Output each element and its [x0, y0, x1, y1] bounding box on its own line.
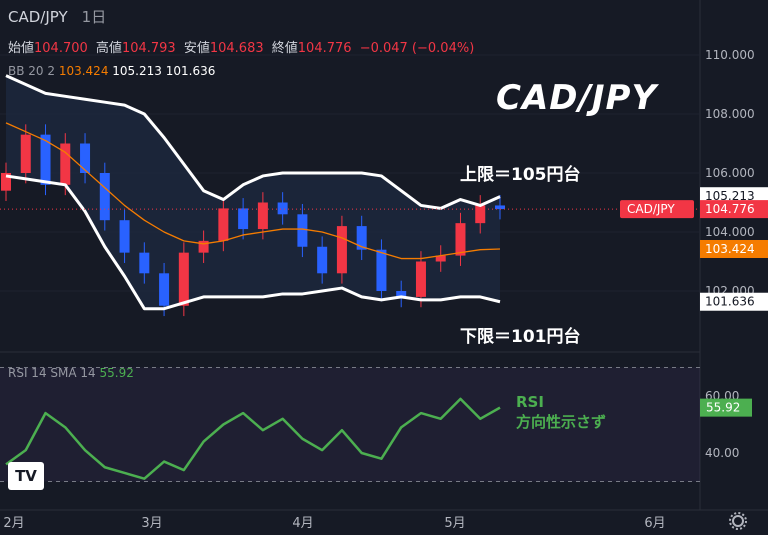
- candle-body: [218, 208, 229, 241]
- bb-middle-value: 103.424: [58, 64, 109, 78]
- price-tick-label: 106.000: [705, 166, 755, 180]
- candle-body: [40, 134, 51, 185]
- rsi-annotation: RSI 方向性示さず: [516, 392, 606, 432]
- symbol-name[interactable]: CAD/JPY: [8, 8, 68, 26]
- settings-gear-icon[interactable]: [729, 512, 747, 530]
- low-value: 104.683: [209, 41, 264, 56]
- symbol-price-tag: CAD/JPY: [627, 202, 675, 216]
- price-tick-label: 104.000: [705, 225, 755, 239]
- close-value: 104.776: [297, 41, 352, 56]
- gear-ring: [732, 515, 744, 527]
- middle-band-price-label-bg: [700, 239, 768, 258]
- rsi-line: [5, 397, 501, 480]
- bb-upper-value: 105.213: [112, 64, 162, 78]
- open-value: 104.700: [34, 41, 88, 56]
- candle-body: [396, 291, 407, 297]
- rsi-value-label: 55.92: [706, 401, 740, 415]
- candle-body: [80, 143, 91, 173]
- lower-band-price-label: 101.636: [705, 295, 755, 309]
- low-label: 安値: [183, 41, 210, 56]
- candle-body: [336, 226, 347, 274]
- lower-band-annotation: 下限＝101円台: [460, 327, 581, 347]
- candle-body: [356, 226, 367, 250]
- time-tick-label: 2月: [3, 516, 24, 531]
- candle-body: [435, 255, 446, 262]
- candle-body: [495, 205, 505, 210]
- upper-band-price-label: 105.213: [705, 189, 755, 203]
- gear-teeth: [729, 512, 747, 530]
- candle-body: [20, 134, 31, 173]
- ohlc-legend: 始値104.700 高値104.793 安値104.683 終値104.776 …: [8, 37, 478, 56]
- lower-band-price-label-bg: [700, 292, 768, 311]
- time-tick-label: 5月: [444, 516, 465, 531]
- bb-legend[interactable]: BB 20 2 103.424 105.213 101.636: [8, 64, 215, 78]
- bollinger-lower-line: [5, 174, 501, 311]
- bb-lower-value: 101.636: [165, 64, 216, 78]
- close-label: 終値: [271, 41, 298, 56]
- candle-body: [277, 202, 288, 215]
- rsi-value-label-bg: [700, 398, 752, 417]
- upper-band-annotation: 上限＝105円台: [460, 165, 581, 185]
- interval-label[interactable]: 1日: [81, 8, 107, 26]
- high-label: 高値: [95, 41, 122, 56]
- symbol-watermark: CAD/JPY: [496, 78, 658, 118]
- rsi-annotation-line1: RSI: [516, 393, 544, 411]
- candle-body: [317, 246, 328, 274]
- last-price-label-bg: [700, 200, 768, 219]
- rsi-legend[interactable]: RSI 14 SMA 14 55.92: [8, 366, 134, 380]
- symbol-header[interactable]: CAD/JPY 1日: [8, 6, 120, 27]
- tradingview-logo[interactable]: TV: [8, 462, 44, 490]
- candle-body: [178, 252, 189, 306]
- time-tick-label: 3月: [141, 516, 162, 531]
- bollinger-middle-line: [5, 122, 501, 260]
- change-value: −0.047 (−0.04%): [359, 41, 475, 56]
- candle-body: [257, 202, 268, 230]
- candle-body: [238, 208, 249, 230]
- candle-body: [415, 261, 426, 297]
- rsi-legend-value: 55.92: [99, 366, 134, 380]
- price-tick-label: 112.000: [705, 0, 755, 3]
- candle-body: [376, 249, 387, 291]
- candle-body: [99, 173, 110, 221]
- candle-body: [455, 223, 466, 256]
- candle-body: [297, 214, 308, 247]
- candle-body: [475, 205, 486, 224]
- candle-body: [1, 173, 11, 191]
- rsi-annotation-line2: 方向性示さず: [516, 413, 607, 431]
- price-tick-label: 108.000: [705, 107, 755, 121]
- high-value: 104.793: [121, 41, 176, 56]
- rsi-zone-fill: [0, 367, 700, 482]
- rsi-tick-label: 40.00: [705, 446, 739, 460]
- candle-body: [60, 143, 71, 185]
- time-tick-label: 4月: [292, 516, 313, 531]
- bollinger-upper-line: [5, 74, 501, 210]
- candle-body: [159, 273, 170, 306]
- rsi-name: RSI 14 SMA 14: [8, 366, 96, 380]
- time-tick-label: 6月: [644, 516, 665, 531]
- candle-body: [139, 252, 150, 274]
- candle-body: [198, 240, 209, 253]
- last-price-label: 104.776: [705, 202, 755, 216]
- bb-name: BB 20 2: [8, 64, 55, 78]
- middle-band-price-label: 103.424: [705, 242, 755, 256]
- open-label: 始値: [8, 41, 35, 56]
- price-tick-label: 110.000: [705, 48, 755, 62]
- candle-body: [119, 220, 130, 253]
- symbol-price-tag-bg: [620, 200, 694, 219]
